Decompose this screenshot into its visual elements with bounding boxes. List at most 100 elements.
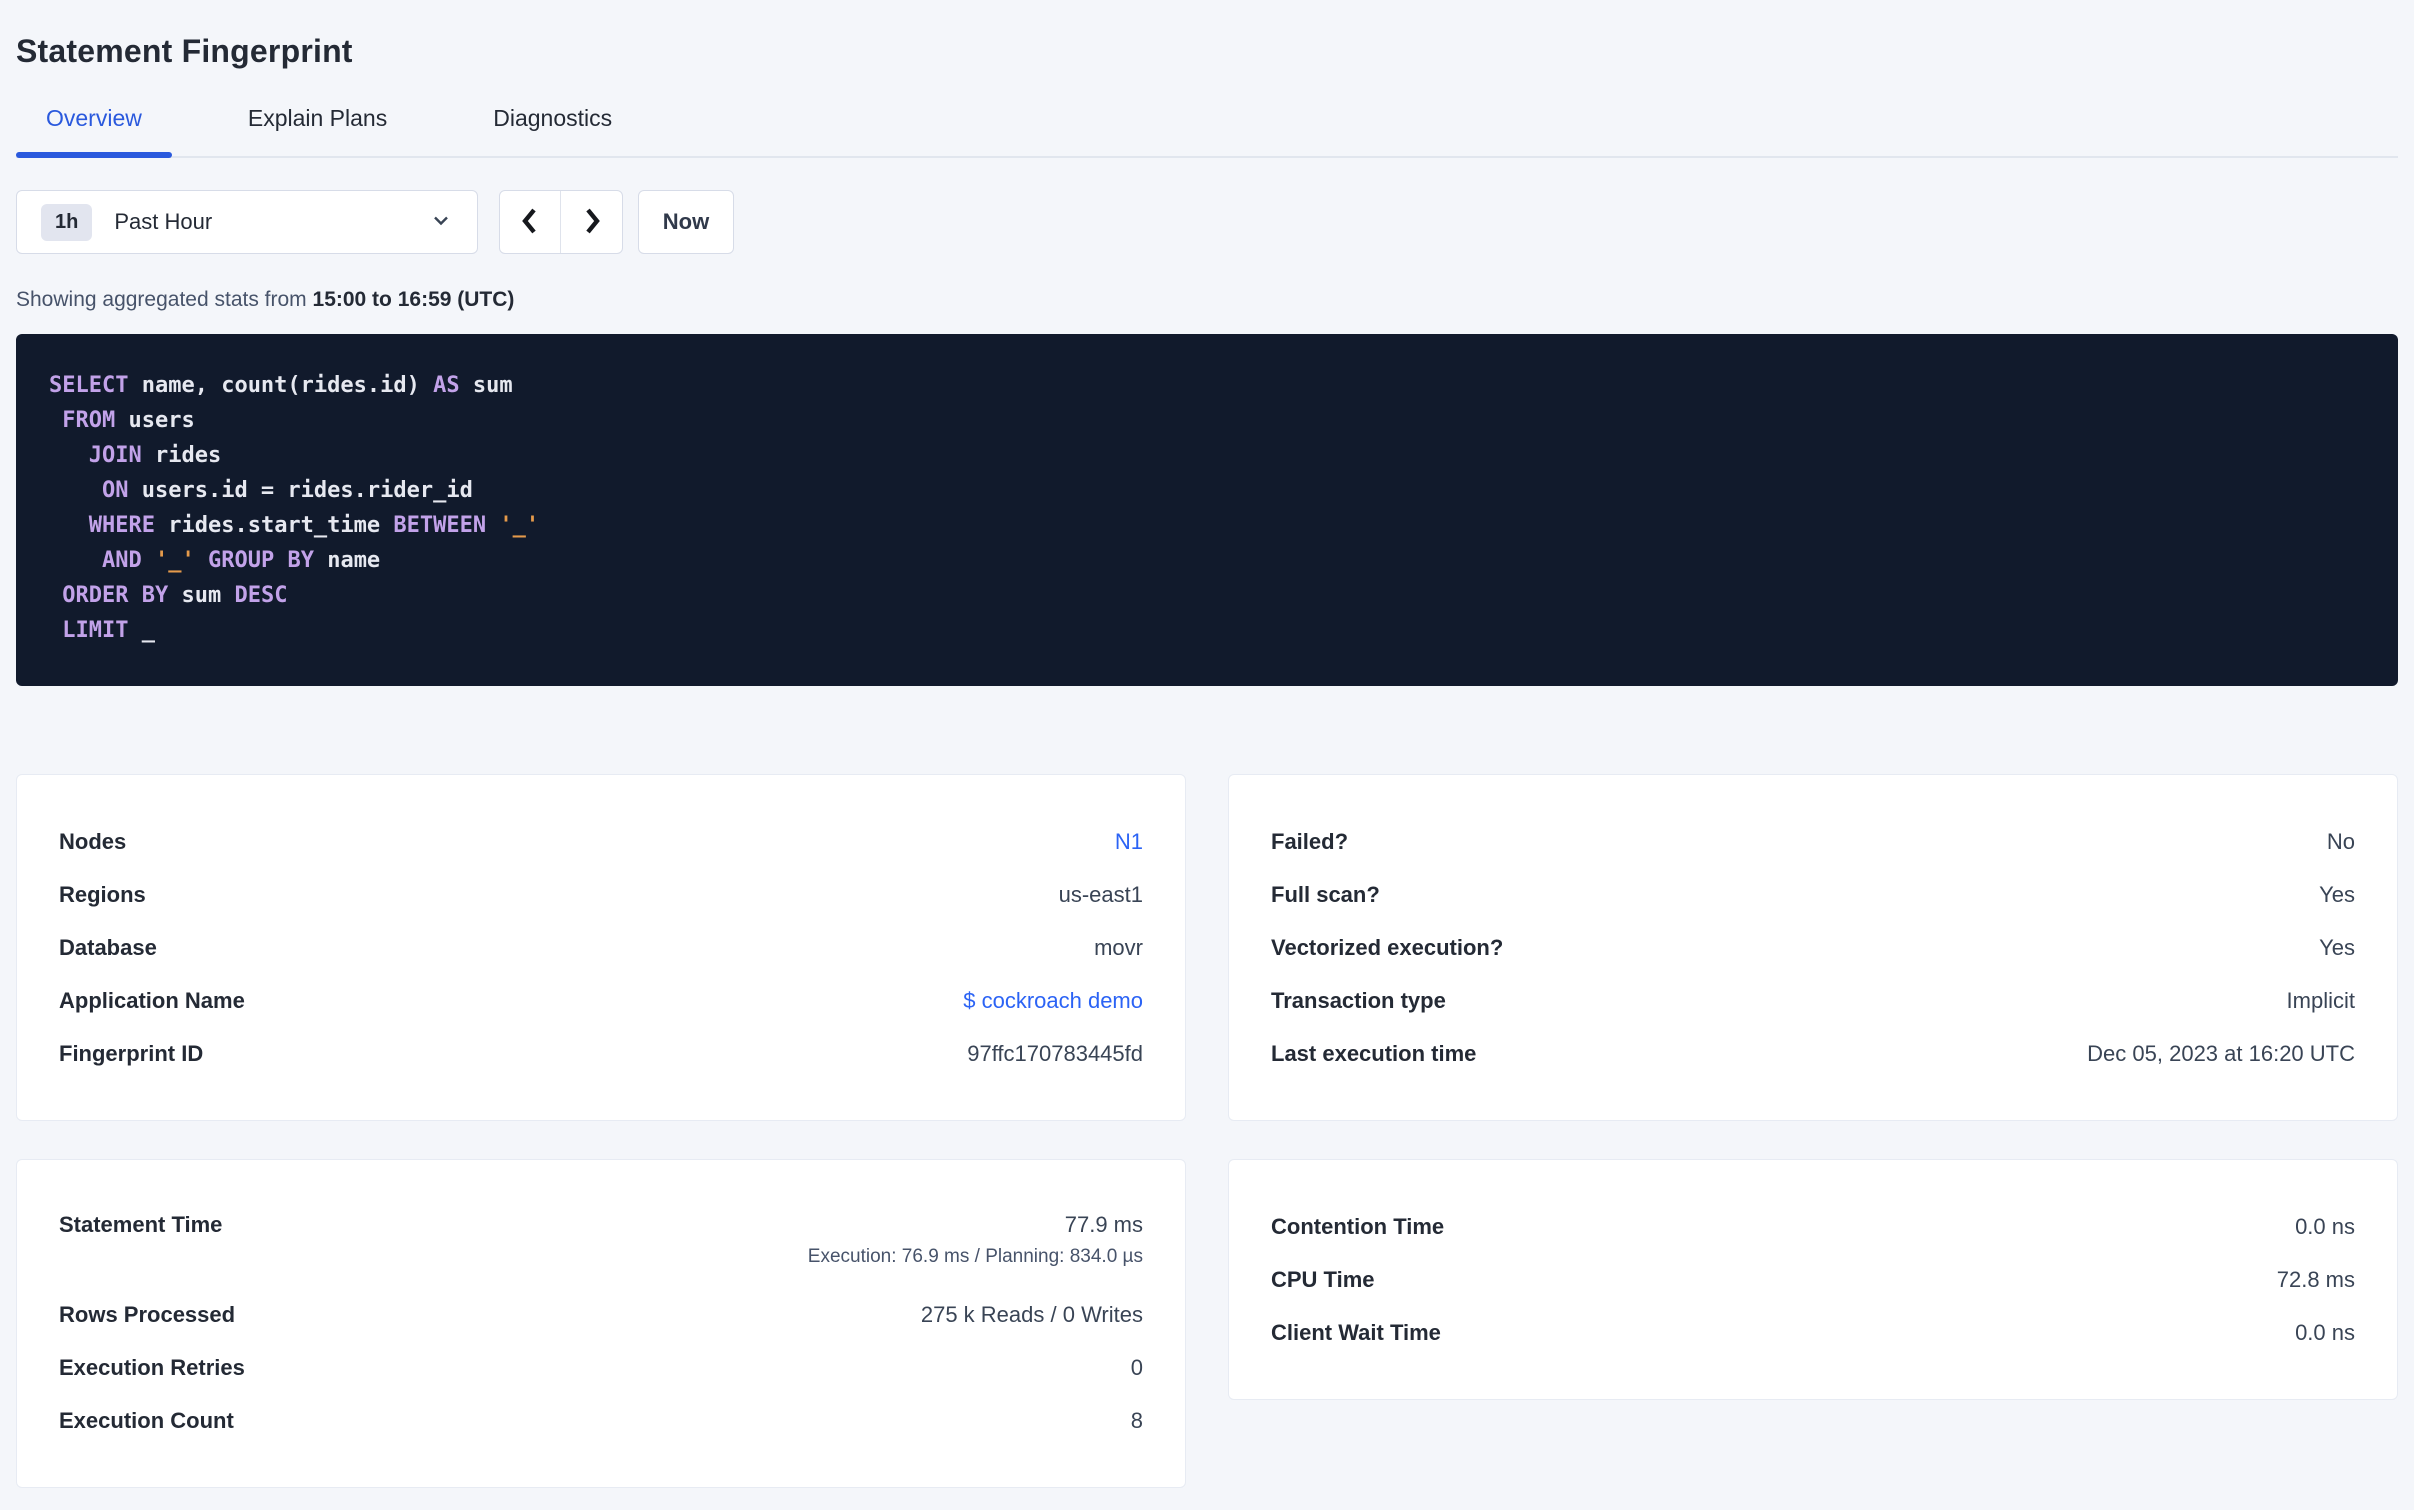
sql-token-pl: users	[115, 408, 195, 433]
row-label: Rows Processed	[59, 1301, 236, 1327]
row-value: 8	[1130, 1407, 1143, 1433]
row-regions: Regions us-east1	[59, 868, 1143, 921]
sql-token-pl	[195, 548, 208, 573]
row-database: Database movr	[59, 921, 1143, 974]
sql-token-kw: WHERE	[88, 513, 155, 538]
row-value: 0	[1130, 1354, 1143, 1380]
chevron-right-icon	[577, 205, 607, 240]
tab-overview[interactable]: Overview	[16, 104, 172, 158]
tab-explain-plans[interactable]: Explain Plans	[218, 104, 417, 156]
row-client-wait-time: Client Wait Time 0.0 ns	[1271, 1306, 2355, 1359]
sql-token-pl: name	[313, 548, 381, 573]
statement-fingerprint-page: Statement Fingerprint Overview Explain Pl…	[0, 32, 2414, 1488]
sql-line: SELECT name, count(rides.id) AS sum	[49, 368, 2368, 403]
sql-line: FROM users	[49, 403, 2368, 438]
row-full-scan: Full scan? Yes	[1271, 868, 2355, 921]
chevron-left-icon	[515, 205, 545, 240]
row-label: Vectorized execution?	[1271, 934, 1504, 960]
sql-token-pl	[142, 548, 155, 573]
row-label: Execution Count	[59, 1407, 234, 1433]
sql-token-pl: rides	[141, 443, 222, 468]
row-value: 0.0 ns	[2295, 1213, 2355, 1239]
sql-token-str: '_'	[499, 513, 540, 538]
tab-bar: Overview Explain Plans Diagnostics	[16, 104, 2398, 158]
next-time-button[interactable]	[561, 191, 622, 253]
row-value-wrap: Implicit	[2287, 988, 2355, 1014]
row-value-wrap: 0.0 ns	[2295, 1320, 2355, 1346]
sql-token-pl	[49, 583, 62, 608]
row-value: Yes	[2319, 881, 2355, 907]
sql-line: WHERE rides.start_time BETWEEN '_'	[49, 508, 2368, 543]
row-value-wrap: Yes	[2319, 882, 2355, 908]
row-rows-processed: Rows Processed 275 k Reads / 0 Writes	[59, 1288, 1143, 1341]
time-range-picker[interactable]: 1h Past Hour	[16, 190, 478, 254]
row-value: 0.0 ns	[2295, 1319, 2355, 1345]
row-value-wrap: N1	[1115, 829, 1143, 855]
sql-line: ORDER BY sum DESC	[49, 578, 2368, 613]
summary-cards-grid: Nodes N1 Regions us-east1 Database movr Applic…	[16, 774, 2398, 1488]
sql-token-pl: rides.start_time	[154, 513, 394, 538]
row-label: Client Wait Time	[1271, 1319, 1441, 1345]
time-toolbar: 1h Past Hour Now	[16, 190, 2398, 254]
sql-token-kw: ORDER BY	[62, 583, 169, 608]
sql-token-pl: _	[128, 618, 155, 643]
sql-token-kw: JOIN	[88, 443, 142, 468]
row-label: Database	[59, 934, 157, 960]
sql-line: LIMIT _	[49, 613, 2368, 648]
row-value: No	[2326, 828, 2355, 854]
row-label: Failed?	[1271, 828, 1349, 854]
sql-token-kw: GROUP BY	[207, 548, 314, 573]
row-statement-time: Statement Time 77.9 ms Execution: 76.9 ms …	[59, 1200, 1143, 1288]
row-execution-count: Execution Count 8	[59, 1394, 1143, 1447]
row-value-wrap: No	[2327, 829, 2355, 855]
sql-token-pl: users.id = rides.rider_id	[128, 478, 473, 503]
sql-token-kw: ON	[101, 478, 129, 503]
row-value-wrap: 0.0 ns	[2295, 1214, 2355, 1240]
nodes-link[interactable]: N1	[1114, 828, 1143, 854]
row-value-wrap: $ cockroach demo	[963, 988, 1143, 1014]
row-value-wrap: 0	[1131, 1355, 1143, 1381]
row-cpu-time: CPU Time 72.8 ms	[1271, 1253, 2355, 1306]
statement-details-card: Nodes N1 Regions us-east1 Database movr Applic…	[16, 774, 1186, 1121]
row-value-wrap: 275 k Reads / 0 Writes	[921, 1302, 1143, 1328]
row-value-wrap: 8	[1131, 1408, 1143, 1434]
active-tab-underline	[16, 152, 172, 158]
row-value-wrap: Dec 05, 2023 at 16:20 UTC	[2087, 1041, 2355, 1067]
tab-diagnostics[interactable]: Diagnostics	[463, 104, 642, 156]
row-value: movr	[1094, 934, 1143, 960]
caption-prefix: Showing aggregated stats from	[16, 288, 313, 311]
sql-token-kw: BETWEEN	[393, 513, 487, 538]
row-label: Execution Retries	[59, 1354, 245, 1380]
prev-time-button[interactable]	[500, 191, 561, 253]
row-label: Transaction type	[1271, 987, 1446, 1013]
time-range-badge: 1h	[41, 203, 93, 241]
sql-token-pl	[49, 548, 102, 573]
row-label: Contention Time	[1271, 1213, 1445, 1239]
row-execution-retries: Execution Retries 0	[59, 1341, 1143, 1394]
row-fingerprint-id: Fingerprint ID 97ffc170783445fd	[59, 1027, 1143, 1080]
sql-token-kw: SELECT	[49, 373, 129, 398]
row-value: Dec 05, 2023 at 16:20 UTC	[2087, 1040, 2355, 1066]
now-button[interactable]: Now	[638, 190, 734, 254]
sql-token-pl	[49, 408, 62, 433]
tab-label: Overview	[46, 105, 142, 131]
row-label: Nodes	[59, 828, 127, 854]
sql-token-pl	[486, 513, 499, 538]
sql-token-pl: sum	[459, 373, 513, 398]
row-value-wrap: us-east1	[1059, 882, 1143, 908]
row-value: Yes	[2319, 934, 2355, 960]
sql-line: ON users.id = rides.rider_id	[49, 473, 2368, 508]
row-value: 275 k Reads / 0 Writes	[920, 1301, 1143, 1327]
row-value: 97ffc170783445fd	[967, 1040, 1143, 1066]
row-vectorized-execution: Vectorized execution? Yes	[1271, 921, 2355, 974]
row-value: Implicit	[2286, 987, 2355, 1013]
row-label: Fingerprint ID	[59, 1040, 204, 1066]
time-stats-card: Contention Time 0.0 ns CPU Time 72.8 ms Clie…	[1228, 1159, 2398, 1400]
sql-token-pl	[49, 478, 102, 503]
row-subvalue: Execution: 76.9 ms / Planning: 834.0 µs	[807, 1246, 1143, 1267]
application-name-link[interactable]: $ cockroach demo	[963, 987, 1143, 1013]
row-value-wrap: 97ffc170783445fd	[967, 1041, 1143, 1067]
sql-line: AND '_' GROUP BY name	[49, 543, 2368, 578]
row-contention-time: Contention Time 0.0 ns	[1271, 1200, 2355, 1253]
sql-token-kw: FROM	[62, 408, 116, 433]
